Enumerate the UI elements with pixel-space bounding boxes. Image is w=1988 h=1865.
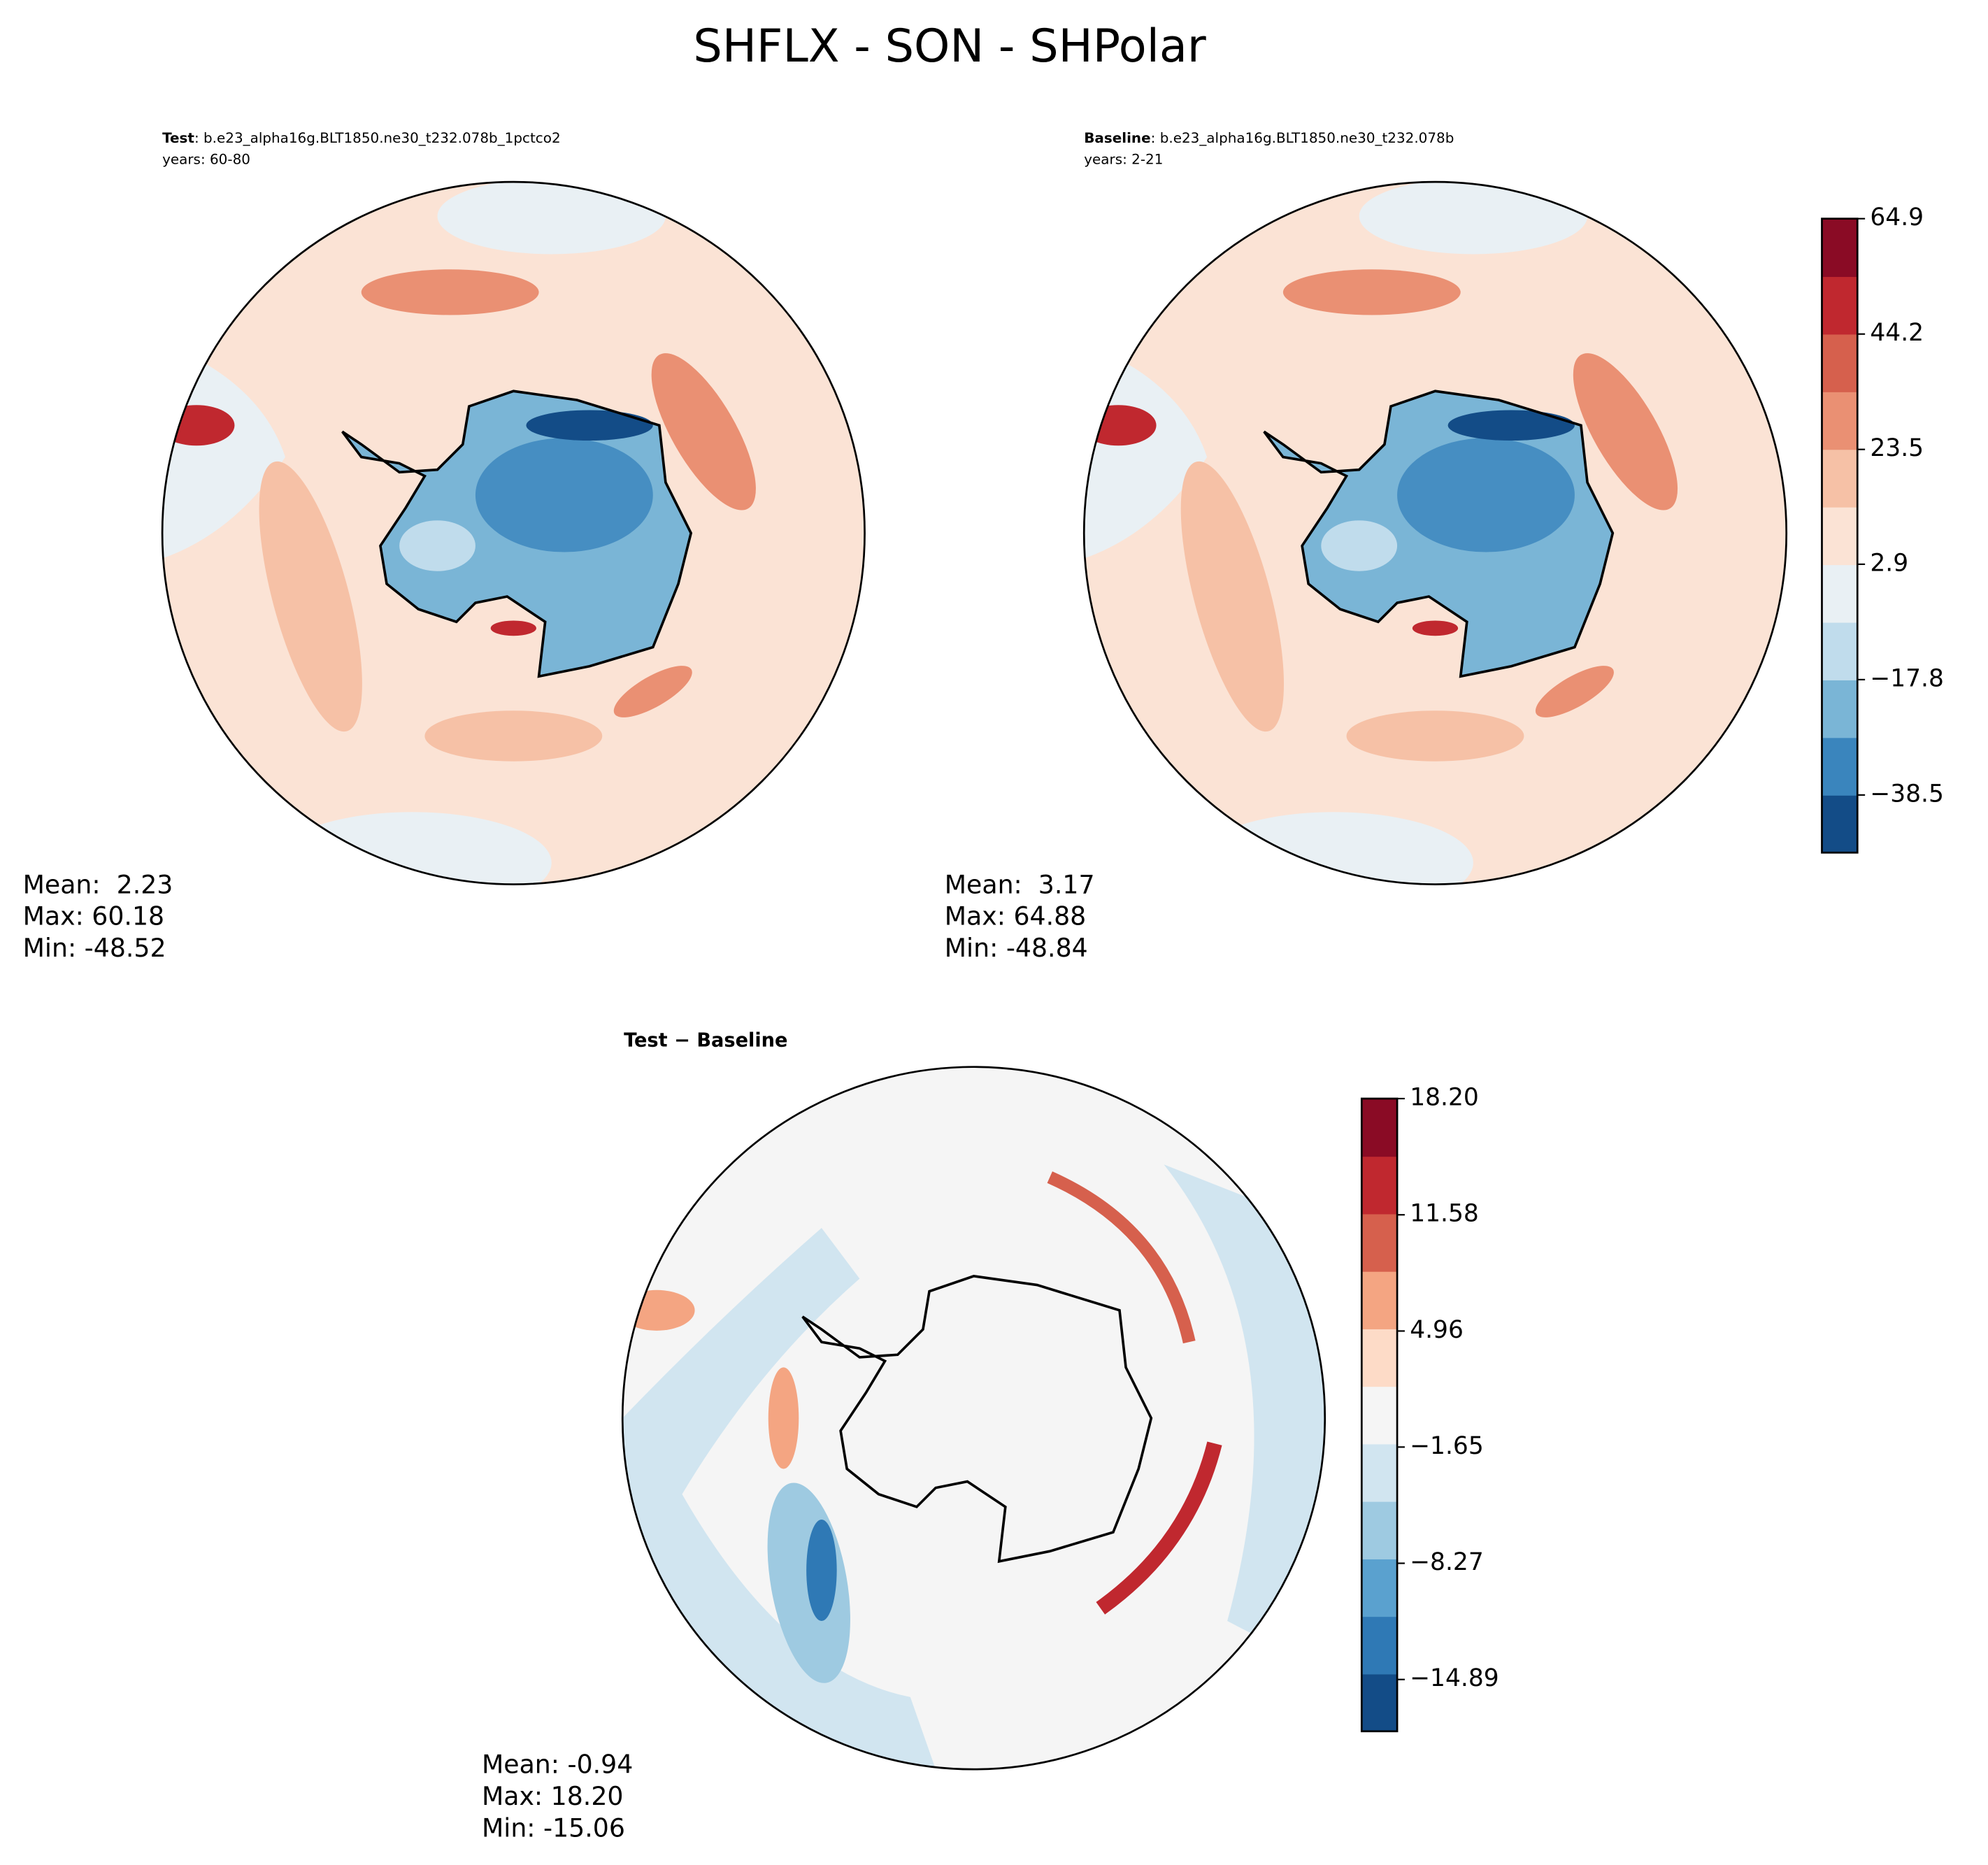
- stat: Mean: 2.23: [23, 869, 173, 899]
- colorbar-band: [1361, 1271, 1398, 1329]
- colorbar-band: [1822, 737, 1858, 796]
- case-name: : b.e23_alpha16g.BLT1850.ne30_t232.078b_…: [194, 129, 561, 146]
- stat: Max: 64.88: [945, 901, 1086, 931]
- colorbar-band: [1822, 276, 1858, 335]
- colorbar-band: [1822, 334, 1858, 392]
- colorbar-band: [1822, 218, 1858, 278]
- panel-label: Test − Baseline: [624, 1030, 787, 1052]
- colorbar-band: [1822, 564, 1858, 623]
- colorbar-band: [1822, 680, 1858, 738]
- colorbar-tick-label: 18.20: [1410, 1084, 1479, 1112]
- colorbar-tick-label: 4.96: [1410, 1316, 1464, 1344]
- colorbar-frame: [1360, 1097, 1399, 1733]
- colorbar-tick-label: −38.5: [1870, 780, 1944, 808]
- stat: Max: 60.18: [23, 901, 164, 931]
- colorbar-tick-label: 44.2: [1870, 319, 1924, 347]
- colorbar-band: [1361, 1156, 1398, 1215]
- map: [1080, 178, 1787, 914]
- colorbar-band: [1361, 1501, 1398, 1559]
- colorbar-band: [1822, 391, 1858, 450]
- map: [619, 1067, 1325, 1769]
- stat: Min: -48.52: [23, 933, 166, 963]
- colorbar-tick-label: −1.65: [1410, 1432, 1484, 1460]
- colorbar-band: [1822, 506, 1858, 566]
- colorbar-tick-label: 23.5: [1870, 434, 1924, 462]
- stat: Mean: -0.94: [482, 1750, 633, 1780]
- map: [159, 178, 865, 914]
- colorbar-tick-label: −14.89: [1410, 1664, 1499, 1692]
- colorbar-band: [1361, 1099, 1398, 1157]
- panel-caption: Test: b.e23_alpha16g.BLT1850.ne30_t232.0…: [162, 129, 561, 146]
- panel-label: Baseline: [1084, 129, 1150, 146]
- colorbar-tick-label: −17.8: [1870, 664, 1944, 692]
- colorbar-band: [1361, 1386, 1398, 1445]
- stat: Min: -15.06: [482, 1813, 625, 1843]
- years: years: 60-80: [162, 151, 250, 168]
- map-border: [161, 180, 866, 885]
- colorbar-band: [1361, 1443, 1398, 1502]
- colorbar-band: [1822, 622, 1858, 680]
- colorbar-band: [1822, 794, 1858, 854]
- years: years: 2-21: [1084, 151, 1163, 168]
- colorbar-band: [1361, 1329, 1398, 1387]
- map-border: [1082, 180, 1788, 885]
- colorbar-tick-label: 11.58: [1410, 1200, 1479, 1228]
- colorbar-tick-label: 64.9: [1870, 203, 1924, 231]
- colorbar-tick-label: 2.9: [1870, 549, 1908, 577]
- stat: Mean: 3.17: [945, 869, 1095, 899]
- colorbar-band: [1361, 1213, 1398, 1272]
- case-name: : b.e23_alpha16g.BLT1850.ne30_t232.078b: [1151, 129, 1454, 146]
- colorbar-tick-label: −8.27: [1410, 1548, 1484, 1576]
- colorbar-band: [1361, 1616, 1398, 1675]
- stat: Max: 18.20: [482, 1781, 623, 1811]
- panel-label: Test: [162, 129, 194, 146]
- panel-caption: Baseline: b.e23_alpha16g.BLT1850.ne30_t2…: [1084, 129, 1454, 146]
- colorbar-frame: [1821, 217, 1859, 854]
- stat: Min: -48.84: [945, 933, 1088, 963]
- map-border: [621, 1066, 1326, 1771]
- colorbar-band: [1361, 1673, 1398, 1732]
- figure-title: SHFLX - SON - SHPolar: [693, 20, 1206, 73]
- colorbar-band: [1822, 449, 1858, 508]
- colorbar-band: [1361, 1559, 1398, 1617]
